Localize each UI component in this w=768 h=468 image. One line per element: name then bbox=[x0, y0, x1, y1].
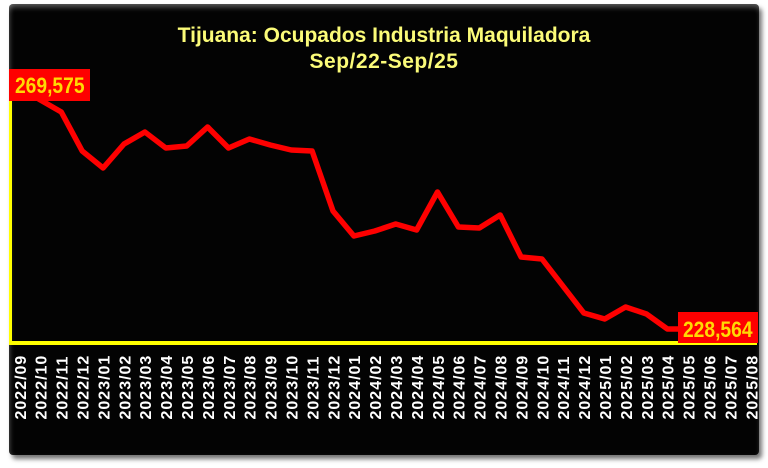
svg-text:2024/05: 2024/05 bbox=[431, 355, 448, 420]
svg-text:2025/07: 2025/07 bbox=[723, 355, 740, 420]
svg-text:2023/05: 2023/05 bbox=[180, 355, 197, 420]
svg-text:2024/02: 2024/02 bbox=[368, 355, 385, 420]
svg-text:2022/11: 2022/11 bbox=[55, 356, 72, 420]
svg-text:2024/08: 2024/08 bbox=[494, 355, 511, 420]
svg-text:2023/08: 2023/08 bbox=[243, 355, 260, 420]
svg-text:2025/04: 2025/04 bbox=[661, 355, 678, 420]
svg-text:2025/05: 2025/05 bbox=[682, 355, 699, 420]
svg-text:2023/12: 2023/12 bbox=[326, 355, 343, 420]
svg-text:2024/04: 2024/04 bbox=[410, 355, 427, 420]
svg-text:2024/12: 2024/12 bbox=[577, 355, 594, 420]
svg-text:2022/09: 2022/09 bbox=[13, 355, 30, 420]
svg-text:2023/07: 2023/07 bbox=[222, 355, 239, 420]
svg-text:2023/02: 2023/02 bbox=[117, 355, 134, 420]
svg-text:2023/11: 2023/11 bbox=[305, 356, 322, 420]
svg-text:2022/10: 2022/10 bbox=[34, 355, 51, 420]
svg-text:2025/08: 2025/08 bbox=[744, 355, 761, 420]
svg-text:2025/06: 2025/06 bbox=[703, 355, 720, 420]
svg-text:2025/01: 2025/01 bbox=[598, 355, 615, 420]
svg-text:2024/07: 2024/07 bbox=[473, 355, 490, 420]
svg-text:2023/09: 2023/09 bbox=[264, 355, 281, 420]
svg-text:2024/10: 2024/10 bbox=[535, 355, 552, 420]
svg-text:2024/01: 2024/01 bbox=[347, 355, 364, 420]
svg-text:2024/11: 2024/11 bbox=[556, 356, 573, 420]
svg-text:2023/01: 2023/01 bbox=[96, 355, 113, 420]
svg-text:2025/03: 2025/03 bbox=[640, 355, 657, 420]
svg-text:2023/03: 2023/03 bbox=[138, 355, 155, 420]
svg-text:2023/06: 2023/06 bbox=[201, 355, 218, 420]
svg-text:2023/10: 2023/10 bbox=[285, 355, 302, 420]
svg-text:2023/04: 2023/04 bbox=[159, 355, 176, 420]
svg-text:2022/12: 2022/12 bbox=[76, 355, 93, 420]
svg-text:2024/03: 2024/03 bbox=[389, 355, 406, 420]
svg-text:2024/06: 2024/06 bbox=[452, 355, 469, 420]
svg-text:2024/09: 2024/09 bbox=[514, 355, 531, 420]
svg-text:2025/02: 2025/02 bbox=[619, 355, 636, 420]
